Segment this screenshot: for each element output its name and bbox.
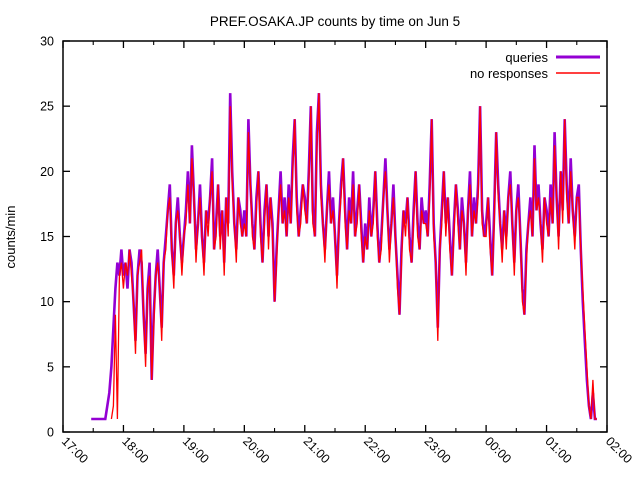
- x-tick-label: 20:00: [240, 434, 272, 466]
- x-tick-label: 02:00: [603, 434, 635, 466]
- data-series: [91, 93, 597, 421]
- chart-title: PREF.OSAKA.JP counts by time on Jun 5: [210, 14, 460, 29]
- y-tick-label: 25: [40, 100, 54, 114]
- series-line-1: [110, 93, 597, 420]
- legend-label-queries: queries: [505, 50, 548, 65]
- x-tick-label: 01:00: [542, 434, 574, 466]
- y-tick-label: 0: [47, 426, 54, 440]
- x-tick-label: 23:00: [421, 434, 453, 466]
- y-tick-label: 5: [47, 360, 54, 374]
- x-tick-label: 22:00: [361, 434, 393, 466]
- y-axis-label: counts/min: [3, 206, 18, 269]
- x-tick-label: 18:00: [119, 434, 151, 466]
- legend-label-no-responses: no responses: [470, 66, 549, 81]
- y-tick-label: 30: [40, 35, 54, 49]
- y-tick-label: 20: [40, 165, 54, 179]
- x-tick-label: 00:00: [482, 434, 514, 466]
- legend: queries no responses: [470, 50, 600, 81]
- x-tick-label: 17:00: [59, 434, 91, 466]
- x-tick-label: 21:00: [301, 434, 333, 466]
- x-tick-label: 19:00: [180, 434, 212, 466]
- y-tick-label: 15: [40, 230, 54, 244]
- y-tick-label: 10: [40, 295, 54, 309]
